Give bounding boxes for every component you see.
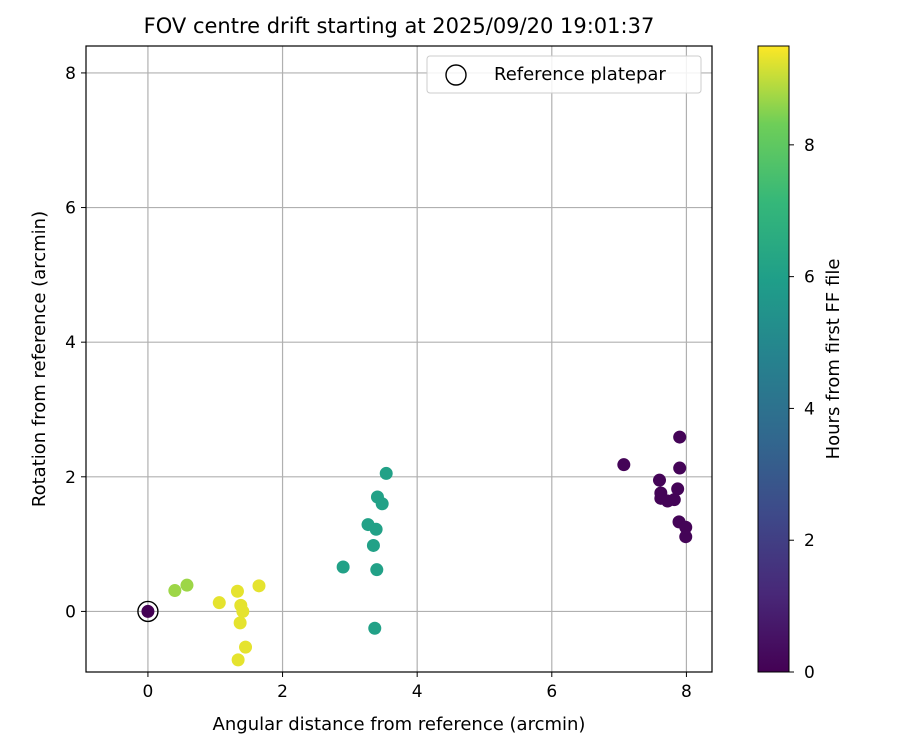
legend-marker [445,64,467,86]
scatter-point [369,522,383,536]
scatter-point [679,530,693,544]
scatter-point [375,497,389,511]
scatter-point [679,520,693,534]
scatter-point [673,430,687,444]
x-axis-ticks: 0 2 4 6 8 [143,672,692,702]
x-tick-label: 6 [546,682,557,702]
scatter-point [231,653,245,667]
chart-title: FOV centre drift starting at 2025/09/20 … [144,14,655,38]
colorbar-tick-label: 4 [804,399,815,419]
scatter-point [667,493,681,507]
scatter-point [617,458,631,472]
legend-entry-reference: Reference platepar [494,64,666,85]
scatter-point [366,538,380,552]
y-tick-label: 6 [65,199,76,219]
y-tick-label: 0 [65,602,76,622]
x-tick-label: 4 [412,682,423,702]
legend-box [426,55,702,94]
colorbar-tick-label: 2 [804,531,815,551]
scatter-point [652,473,666,487]
y-axis-label: Rotation from reference (arcmin) [29,211,50,507]
colorbar-tick-label: 6 [804,268,815,288]
colorbar-ticks: 0 2 4 6 8 [789,136,815,683]
scatter-point [141,604,155,618]
scatter-point [236,604,250,618]
scatter-point [370,563,384,577]
scatter-point [233,616,247,630]
scatter-point [239,640,253,654]
scatter-point [212,596,226,610]
scatter-point [673,461,687,475]
colorbar-label: Hours from first FF file [823,259,844,460]
x-tick-label: 0 [143,682,154,702]
plot-frame [85,45,713,673]
x-axis-label: Angular distance from reference (arcmin) [213,714,586,735]
reference-marker [137,600,159,623]
y-tick-label: 8 [65,64,76,84]
scatter-point [336,560,350,574]
y-tick-label: 4 [65,333,76,353]
colorbar-tick-label: 0 [804,663,815,683]
scatter-point [180,578,194,592]
scatter-point [230,584,244,598]
data-points [137,430,693,667]
x-tick-label: 2 [277,682,288,702]
x-tick-label: 8 [681,682,692,702]
scatter-point [379,466,393,480]
legend: Reference platepar [426,55,702,94]
scatter-point [368,621,382,635]
scatter-point [168,584,182,598]
scatter-point [252,579,266,593]
scatter-point [671,482,685,496]
y-axis-ticks: 0 2 4 6 8 [65,64,86,622]
colorbar-tick-label: 8 [804,136,815,156]
colorbar [757,45,790,673]
y-tick-label: 2 [65,468,76,488]
grid-lines [86,46,712,672]
